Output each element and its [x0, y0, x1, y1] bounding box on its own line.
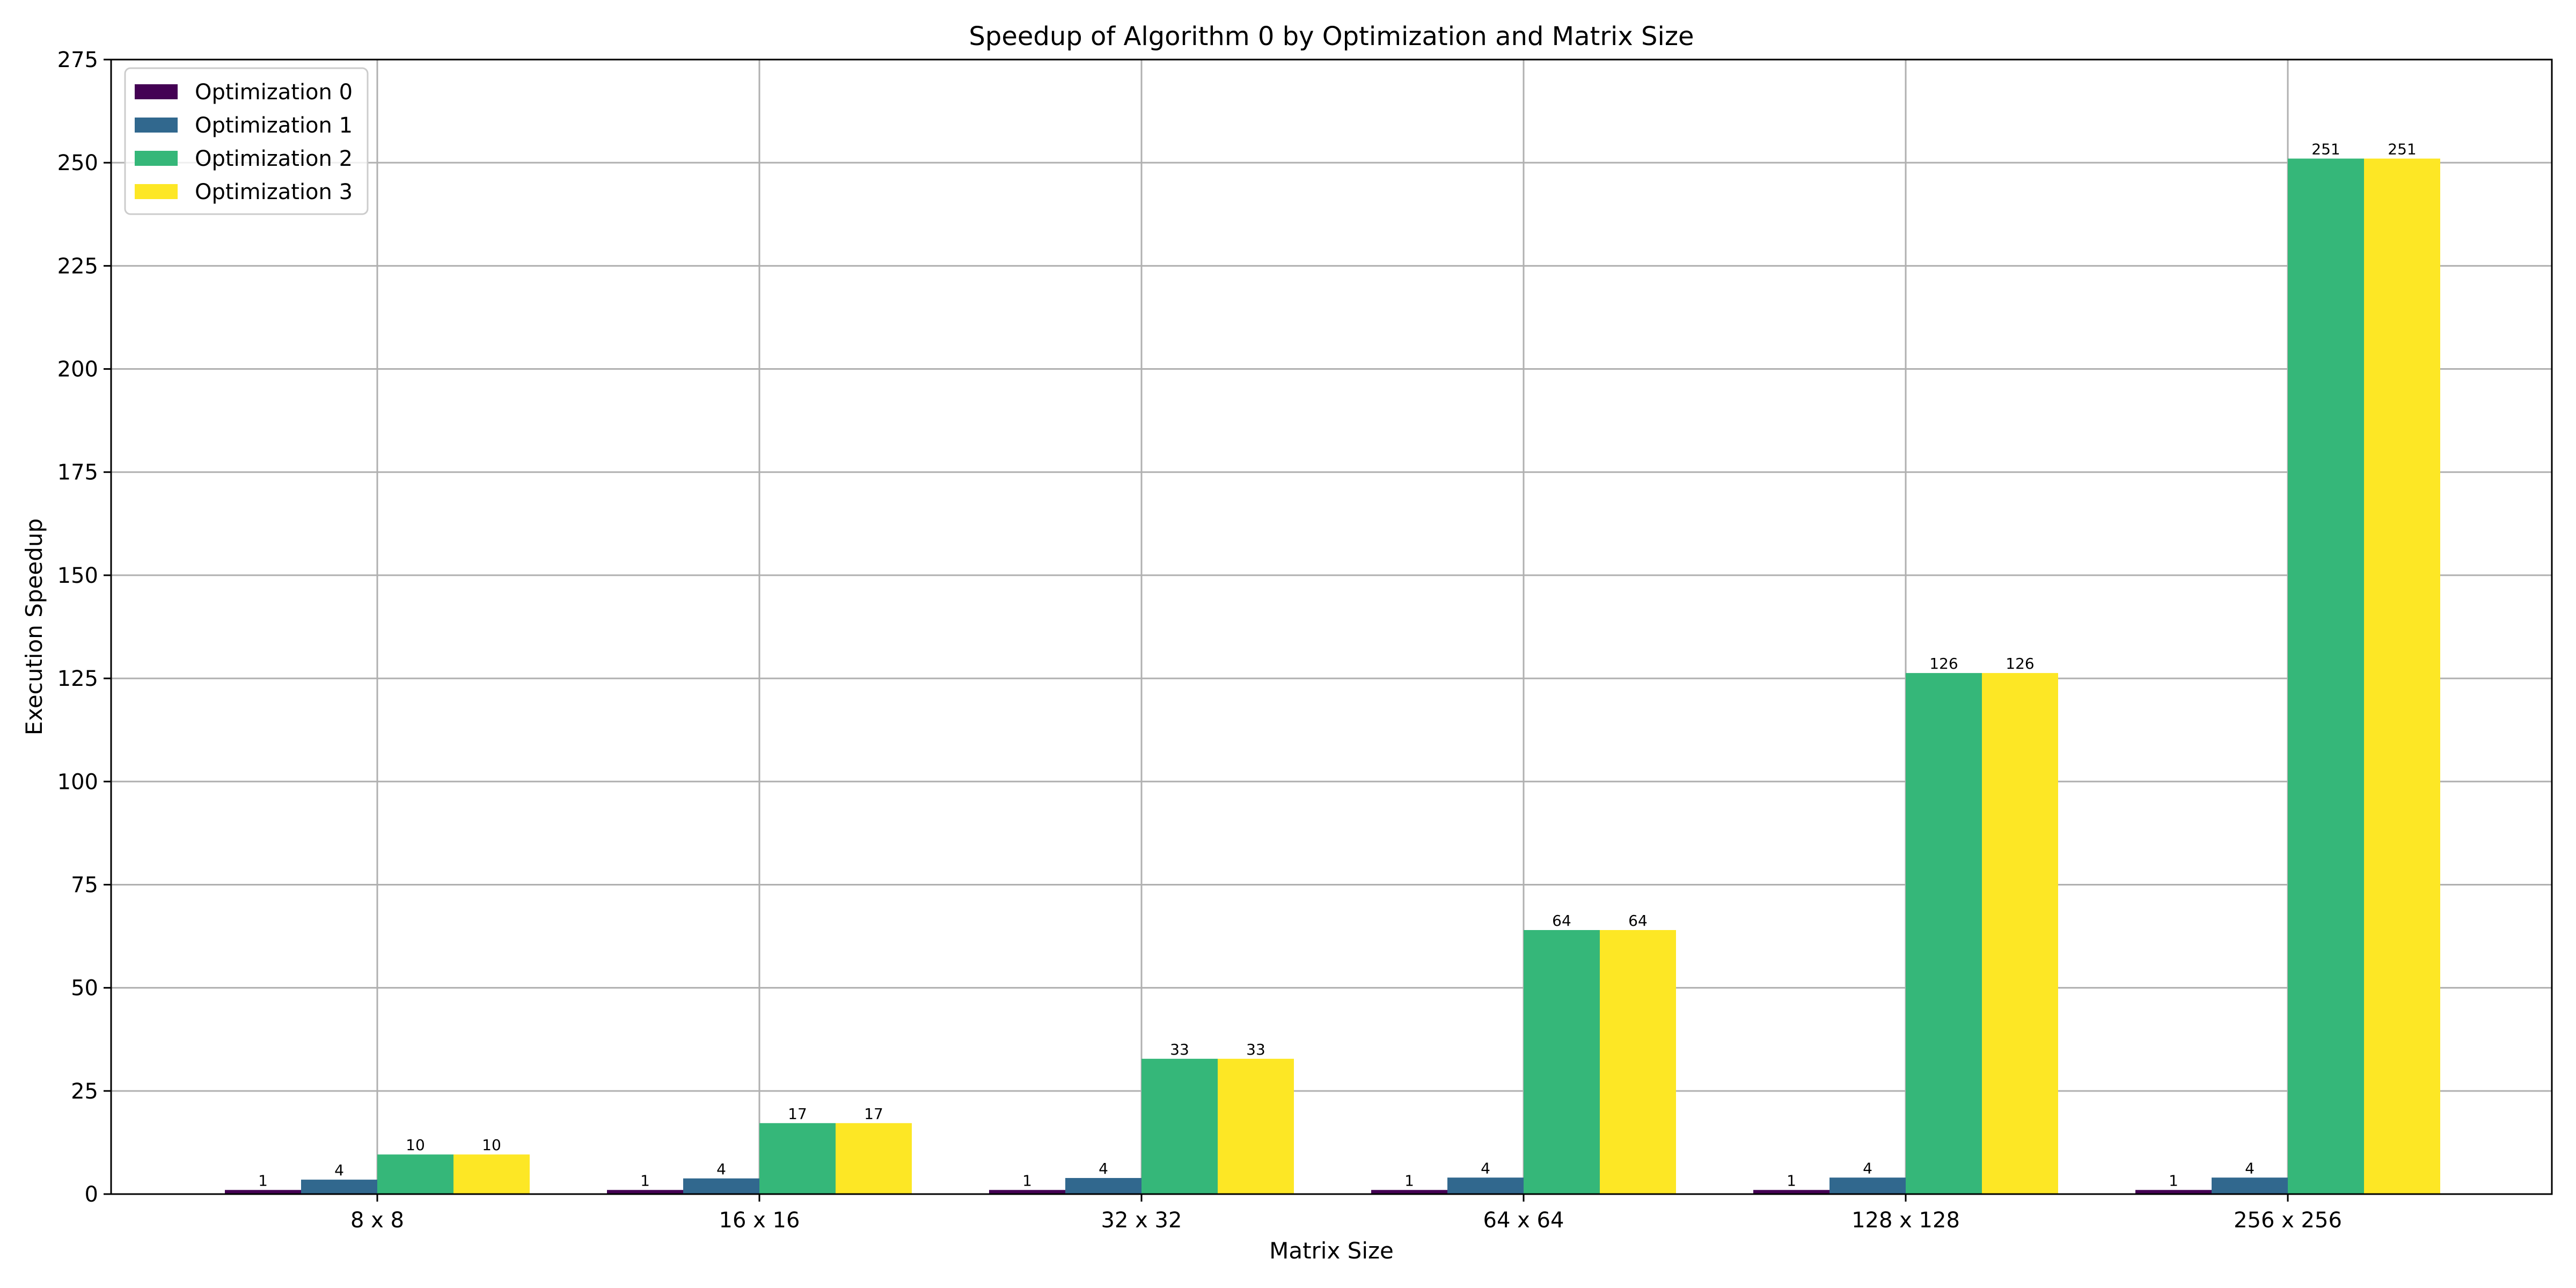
y-tick-label: 75 — [71, 873, 98, 897]
legend-swatch — [135, 118, 178, 133]
bar-value-label: 1 — [1022, 1172, 1032, 1189]
bar — [759, 1123, 836, 1194]
legend-swatch — [135, 184, 178, 199]
legend-box — [124, 67, 369, 215]
y-tick-label: 250 — [57, 151, 98, 175]
y-tick-label: 50 — [71, 976, 98, 1001]
plot-frame — [110, 58, 2553, 1195]
bar-value-label: 4 — [1481, 1159, 1490, 1177]
bar-value-label: 64 — [1552, 912, 1571, 930]
bar — [683, 1178, 759, 1194]
bar — [1906, 673, 1982, 1194]
bar-value-label: 64 — [1628, 912, 1648, 930]
bar — [1829, 1177, 1906, 1194]
bar-value-label: 4 — [334, 1161, 344, 1179]
bar-value-label: 17 — [864, 1105, 883, 1123]
bar — [377, 1154, 453, 1194]
y-tick-label: 225 — [57, 254, 98, 279]
y-tick-label: 0 — [85, 1182, 98, 1207]
bar-value-label: 1 — [258, 1172, 268, 1189]
bar-value-label: 251 — [2388, 140, 2416, 158]
bar — [836, 1123, 912, 1194]
y-axis-label: Execution Speedup — [21, 518, 47, 735]
bar-value-label: 10 — [482, 1136, 501, 1154]
legend: Optimization 0 Optimization 1 Optimization… — [124, 67, 369, 215]
bar — [607, 1190, 683, 1194]
legend-label: Optimization 3 — [195, 180, 353, 204]
bar — [301, 1180, 377, 1194]
bars-layer — [225, 158, 2440, 1195]
x-tick-label: 256 x 256 — [2234, 1208, 2342, 1233]
bar — [2135, 1190, 2212, 1194]
bar — [1371, 1190, 1447, 1194]
x-tick-label: 16 x 16 — [719, 1208, 800, 1233]
bar-value-label: 10 — [406, 1136, 425, 1154]
bar-value-label: 33 — [1170, 1041, 1189, 1058]
bar-value-label: 4 — [1863, 1159, 1872, 1177]
legend-swatch — [135, 151, 178, 166]
x-tick-label: 64 x 64 — [1483, 1208, 1564, 1233]
legend-swatch — [135, 84, 178, 99]
bar-value-label: 251 — [2311, 140, 2340, 158]
legend-label: Optimization 2 — [195, 147, 353, 171]
x-axis: 8 x 8 16 x 16 32 x 32 64 x 64 128 x 128 256 x… — [350, 1194, 2342, 1233]
y-tick-label: 150 — [57, 564, 98, 588]
y-tick-label: 175 — [57, 460, 98, 485]
bar-value-label: 1 — [2169, 1172, 2178, 1189]
x-axis-label: Matrix Size — [1269, 1238, 1394, 1264]
bar-value-label: 126 — [1929, 655, 1958, 672]
bar-value-label: 1 — [1404, 1172, 1414, 1189]
y-tick-label: 125 — [57, 667, 98, 691]
bar — [2288, 158, 2364, 1195]
bar-value-label: 4 — [2245, 1159, 2255, 1177]
x-tick-label: 32 x 32 — [1101, 1208, 1182, 1233]
bar-value-label: 4 — [1099, 1160, 1108, 1177]
bar — [225, 1190, 301, 1194]
bar — [1065, 1178, 1141, 1194]
y-tick-label: 200 — [57, 357, 98, 382]
grid-layer — [111, 58, 2552, 1195]
bar — [453, 1154, 530, 1194]
bar-value-label: 33 — [1246, 1041, 1265, 1058]
bar — [989, 1190, 1065, 1194]
bar — [1982, 673, 2058, 1194]
bar-value-label: 126 — [2006, 655, 2034, 672]
bar — [1600, 930, 1676, 1194]
bar — [1447, 1177, 1524, 1194]
bar-value-label: 17 — [788, 1105, 807, 1123]
bar — [1141, 1058, 1218, 1194]
y-axis: 0 25 50 75 100 125 150 175 200 225 250 275 — [57, 48, 111, 1207]
bar-value-label: 1 — [1787, 1172, 1796, 1189]
bar-value-label: 4 — [716, 1160, 726, 1178]
legend-label: Optimization 0 — [195, 80, 353, 105]
y-tick-label: 275 — [57, 48, 98, 72]
x-tick-label: 8 x 8 — [350, 1208, 404, 1233]
y-tick-label: 100 — [57, 770, 98, 794]
chart-title: Speedup of Algorithm 0 by Optimization a… — [969, 21, 1694, 52]
bar — [2212, 1177, 2288, 1194]
bar-value-label: 1 — [640, 1172, 650, 1189]
y-tick-label: 25 — [71, 1079, 98, 1104]
x-tick-label: 128 x 128 — [1851, 1208, 1960, 1233]
bar — [1218, 1058, 1294, 1194]
legend-label: Optimization 1 — [195, 113, 353, 138]
bar — [2364, 158, 2440, 1195]
bar — [1753, 1190, 1829, 1194]
data-labels-layer: 1 1 1 1 1 1 4 4 4 4 4 4 10 17 33 64 126 251 10 17 33 64 126 251 — [258, 140, 2417, 1189]
bar — [1524, 930, 1600, 1194]
